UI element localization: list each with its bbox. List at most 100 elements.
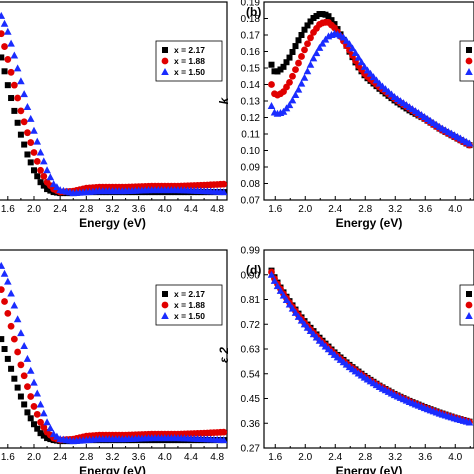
y-tick-label: 0.15 (241, 64, 261, 75)
data-point (291, 308, 300, 316)
data-point (10, 51, 19, 59)
data-point (24, 409, 31, 416)
data-point (7, 39, 15, 47)
legend-marker (161, 301, 169, 309)
x-tick-label: 2.8 (358, 204, 372, 215)
x-tick-label: 2.8 (79, 452, 93, 463)
data-point (0, 336, 5, 343)
data-point (267, 270, 276, 278)
data-point (36, 148, 45, 156)
data-point (220, 428, 227, 436)
data-point (339, 33, 348, 41)
data-point (307, 18, 314, 25)
legend-marker (465, 301, 473, 309)
x-tick-label: 1.6 (268, 452, 282, 463)
panel-a: 1.6 2.0 2.4 2.8 3.2 3.6 4.0 4.4 4.8 Energy (eV) x … (0, 1, 228, 230)
data-point (37, 418, 44, 426)
legend-label: x = 2.17 (174, 45, 205, 55)
x-tick-label: 1.6 (1, 452, 15, 463)
data-point (0, 11, 6, 19)
legend-marker (161, 57, 169, 65)
plot-frame (263, 1, 474, 201)
x-tick-label: 2.0 (27, 452, 41, 463)
data-point (20, 372, 28, 380)
y-tick-label: 0.36 (241, 419, 261, 430)
data-point (37, 166, 44, 174)
data-point (0, 54, 5, 61)
x-tick-label: 3.2 (388, 452, 402, 463)
data-point (17, 131, 24, 138)
data-point (13, 315, 22, 323)
data-point (285, 101, 294, 109)
y-tick-label: 0.19 (241, 0, 261, 9)
data-point (0, 269, 9, 277)
x-tick-label: 2.4 (53, 204, 67, 215)
data-point (291, 91, 300, 99)
data-point (40, 423, 48, 431)
x-tick-label: 4.4 (184, 204, 198, 215)
data-point (21, 141, 28, 148)
data-point (357, 58, 366, 66)
series-square (268, 267, 473, 425)
data-point (7, 289, 15, 297)
data-point (318, 39, 327, 47)
data-point (24, 383, 31, 391)
data-point (43, 166, 51, 174)
data-point (294, 312, 303, 320)
legend-marker (161, 312, 169, 319)
legend-label: x = 1.88 (174, 300, 205, 310)
data-point (17, 77, 25, 85)
x-tick-label: 2.8 (79, 204, 93, 215)
data-point (33, 389, 42, 397)
data-point (283, 59, 290, 66)
data-point (292, 66, 299, 74)
data-point (26, 366, 35, 374)
legend-marker (161, 68, 169, 75)
data-point (17, 361, 25, 369)
data-point (37, 430, 44, 437)
legend-label: x = 1.88 (174, 56, 205, 66)
x-tick-label: 2.8 (358, 452, 372, 463)
x-tick-label: 4.4 (184, 452, 198, 463)
data-point (46, 424, 55, 432)
x-axis-title: Energy (eV) (336, 216, 403, 230)
data-point (34, 425, 41, 432)
panel-b: 1.6 2.0 2.4 2.8 3.2 3.6 4.0 0.07 0.08 0.09 0.10 0.1… (217, 0, 474, 230)
data-point (312, 333, 321, 341)
plot-frame (0, 249, 228, 449)
data-point (4, 56, 12, 63)
series-circle (268, 268, 473, 426)
legend-marker (466, 47, 472, 53)
data-point (282, 296, 291, 304)
x-tick-label: 2.0 (27, 204, 41, 215)
panel-label: (d) (246, 263, 261, 277)
data-point (300, 320, 309, 328)
data-point (342, 36, 351, 44)
legend-marker (465, 68, 473, 75)
data-point (307, 34, 314, 42)
data-point (345, 40, 354, 48)
data-point (26, 114, 35, 122)
x-tick-label: 3.6 (132, 204, 146, 215)
legend-label: x = 2.17 (174, 289, 205, 299)
data-point (23, 354, 32, 362)
data-point (10, 335, 18, 343)
x-tick-label: 2.4 (328, 452, 342, 463)
y-tick-label: 0.17 (241, 31, 261, 42)
x-tick-label: 2.0 (298, 452, 312, 463)
data-point (34, 173, 41, 180)
data-point (30, 403, 38, 410)
x-tick-label: 4.0 (158, 204, 172, 215)
panel-label: (b) (246, 5, 261, 19)
legend-marker (465, 312, 473, 319)
data-point (292, 43, 299, 50)
data-point (273, 282, 282, 290)
data-point (21, 401, 28, 408)
legend-label: x = 1.50 (174, 311, 205, 321)
legend-partial (459, 284, 474, 326)
data-point (13, 64, 22, 72)
data-point (46, 173, 55, 181)
data-point (279, 291, 288, 299)
data-point (219, 188, 227, 196)
data-point (23, 102, 32, 110)
